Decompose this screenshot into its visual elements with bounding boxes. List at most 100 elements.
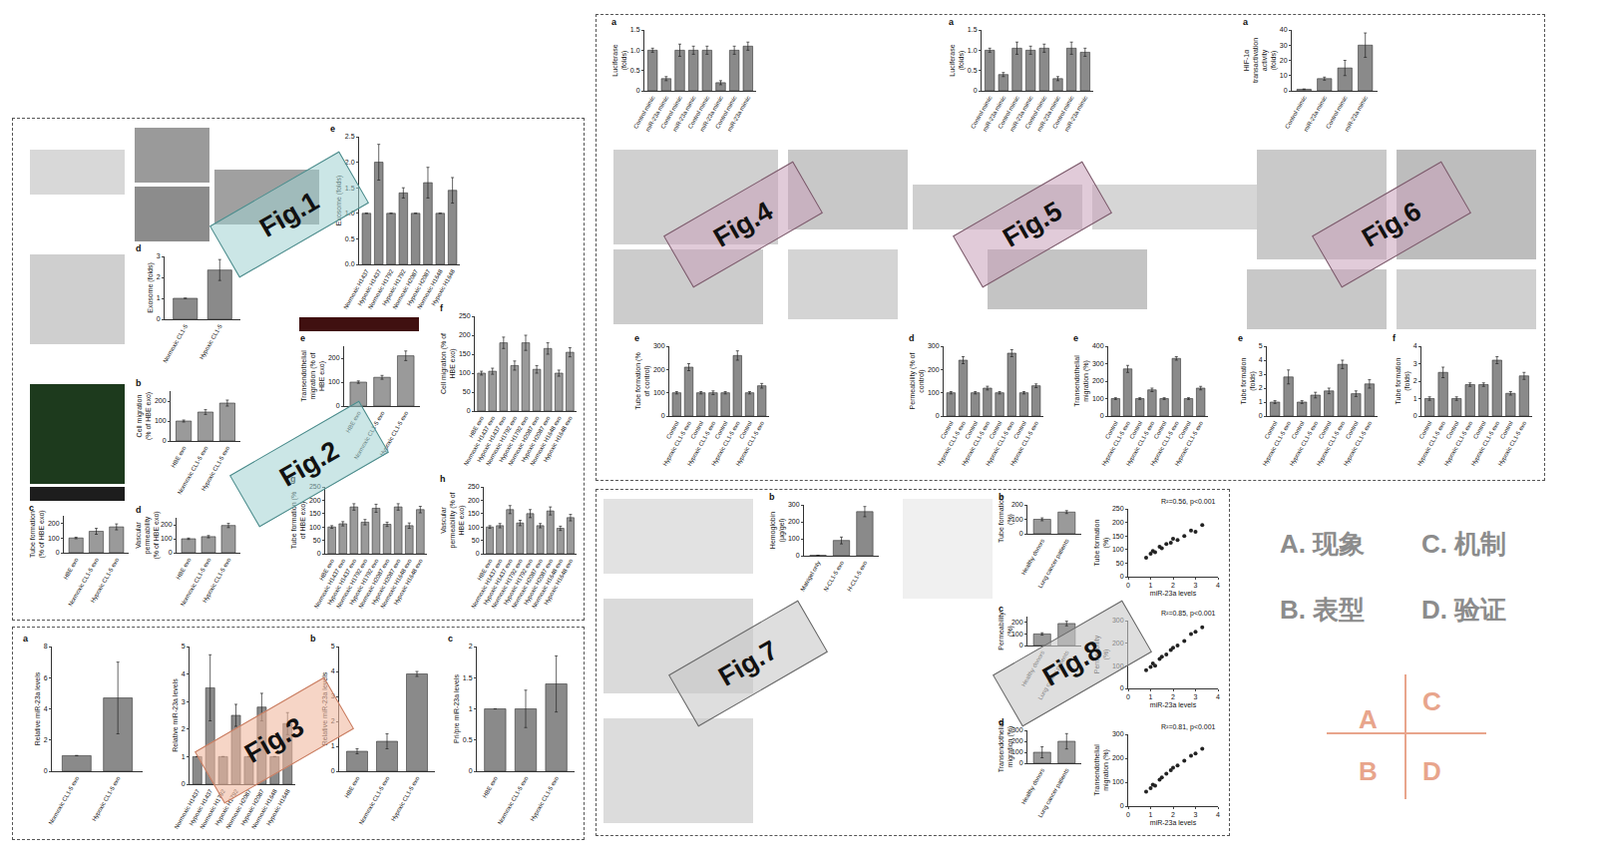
svg-text:Relative miR-23a levels: Relative miR-23a levels (33, 671, 41, 746)
svg-text:200: 200 (467, 496, 480, 504)
svg-text:Hypoxic H1792 exo: Hypoxic H1792 exo (502, 557, 535, 607)
svg-text:Tube formation(% of HBE exo): Tube formation(% of HBE exo) (28, 509, 46, 558)
svg-text:Hypoxic H1792 exo: Hypoxic H1792 exo (348, 557, 381, 607)
svg-text:Control: Control (1153, 419, 1169, 440)
svg-text:Normoxic H2087 exo: Normoxic H2087 exo (506, 414, 541, 467)
svg-text:HBE exo: HBE exo (343, 775, 361, 800)
svg-text:0: 0 (317, 549, 322, 557)
svg-text:1.5: 1.5 (630, 25, 641, 33)
svg-text:Control: Control (1418, 419, 1434, 440)
svg-text:0: 0 (1126, 810, 1131, 818)
svg-text:3: 3 (1413, 360, 1418, 368)
svg-text:50: 50 (462, 388, 471, 396)
svg-text:300: 300 (1011, 726, 1024, 734)
svg-text:Tube formation(folds): Tube formation(folds) (1239, 357, 1257, 404)
svg-text:HIF-1αtransactivationactivity(: HIF-1αtransactivationactivity(folds) (1242, 37, 1278, 83)
svg-text:Healthy donors: Healthy donors (1020, 537, 1046, 576)
svg-text:Normoxic CL1-5 exo: Normoxic CL1-5 exo (496, 775, 530, 826)
svg-text:N-CL1-5 exo: N-CL1-5 exo (822, 559, 846, 593)
svg-text:Control: Control (714, 419, 730, 440)
svg-text:0: 0 (1283, 86, 1288, 94)
svg-text:2: 2 (1171, 581, 1176, 589)
svg-text:Control mimic: Control mimic (1324, 94, 1349, 130)
svg-text:Normoxic CL1-5 exo: Normoxic CL1-5 exo (66, 556, 100, 608)
svg-text:150: 150 (1112, 532, 1125, 540)
svg-text:4: 4 (1258, 356, 1263, 364)
svg-text:Control mimic: Control mimic (1283, 94, 1308, 130)
svg-text:200: 200 (458, 331, 471, 339)
svg-text:Control: Control (665, 419, 681, 440)
svg-text:50: 50 (313, 536, 322, 544)
svg-text:1: 1 (1149, 693, 1154, 701)
svg-text:0.5: 0.5 (462, 736, 473, 744)
svg-text:100: 100 (1011, 748, 1024, 756)
svg-text:Control mimic: Control mimic (969, 94, 994, 130)
svg-text:0: 0 (1258, 411, 1263, 419)
svg-text:Hypoxic H1437: Hypoxic H1437 (357, 268, 384, 308)
svg-text:4: 4 (1215, 810, 1220, 818)
svg-text:300: 300 (653, 342, 666, 350)
svg-text:100: 100 (1011, 515, 1024, 523)
svg-text:Luciferase(folds): Luciferase(folds) (611, 43, 629, 76)
svg-text:5: 5 (1258, 342, 1263, 350)
svg-text:Transendothelialmigration (%): Transendothelialmigration (%) (997, 720, 1015, 773)
svg-text:Normoxic H1792 exo: Normoxic H1792 exo (484, 414, 519, 467)
svg-text:Hypoxic H2087: Hypoxic H2087 (239, 788, 266, 827)
svg-text:100: 100 (160, 534, 173, 542)
svg-text:250: 250 (458, 312, 471, 320)
svg-text:200: 200 (1011, 500, 1024, 508)
svg-text:miR-23a mimic: miR-23a mimic (671, 94, 697, 133)
svg-text:3: 3 (1258, 370, 1263, 378)
svg-text:Permeability(%): Permeability(%) (997, 611, 1015, 651)
svg-text:Hypoxic CL1-5 exo: Hypoxic CL1-5 exo (1443, 419, 1475, 467)
svg-text:Normoxic H1437 exo: Normoxic H1437 exo (469, 557, 504, 610)
svg-text:100: 100 (927, 389, 940, 397)
svg-text:Control: Control (1290, 419, 1306, 440)
svg-text:miR-23a mimic: miR-23a mimic (1302, 94, 1328, 133)
svg-text:HBE exo: HBE exo (174, 556, 192, 581)
svg-text:Normoxic H1437: Normoxic H1437 (342, 268, 371, 311)
svg-text:Normoxic H1792 exo: Normoxic H1792 exo (490, 557, 525, 610)
svg-text:100: 100 (467, 523, 480, 531)
svg-text:Transendothelialmigration (%): Transendothelialmigration (%) (1093, 744, 1111, 797)
svg-text:Control: Control (1177, 419, 1193, 440)
svg-text:2: 2 (1258, 384, 1263, 392)
svg-text:miR-23a mimic: miR-23a mimic (1008, 94, 1034, 133)
svg-text:Relative miR-23a levels: Relative miR-23a levels (171, 678, 179, 753)
svg-text:100: 100 (1112, 545, 1125, 553)
svg-text:100: 100 (1011, 630, 1024, 638)
svg-text:Hypoxic H2087: Hypoxic H2087 (405, 268, 432, 308)
svg-text:Hypoxic CL1-5 exo: Hypoxic CL1-5 exo (1497, 419, 1529, 467)
svg-text:Control: Control (1344, 419, 1360, 440)
svg-text:Hypoxic H1648 exo: Hypoxic H1648 exo (542, 414, 575, 464)
svg-text:100: 100 (47, 534, 60, 542)
svg-text:Hypoxic CL1-5 exo: Hypoxic CL1-5 exo (1125, 419, 1157, 467)
svg-text:Normoxic CL1-5 exo: Normoxic CL1-5 exo (176, 444, 210, 496)
svg-text:R²=0.56, p<0.001: R²=0.56, p<0.001 (1161, 497, 1216, 506)
svg-text:0: 0 (1120, 801, 1125, 809)
svg-text:0: 0 (475, 549, 480, 557)
svg-text:miR-23a mimic: miR-23a mimic (644, 94, 670, 133)
svg-text:Hypoxic CL1-5 exo: Hypoxic CL1-5 exo (1009, 419, 1041, 467)
svg-text:Normoxic H2087: Normoxic H2087 (392, 268, 420, 311)
svg-text:Control mimic: Control mimic (687, 94, 712, 130)
svg-text:Cell migration(% of HBE exo): Cell migration(% of HBE exo) (135, 392, 153, 440)
svg-text:0: 0 (661, 411, 666, 419)
svg-text:300: 300 (1092, 360, 1105, 368)
svg-text:HBE exo: HBE exo (170, 444, 188, 469)
svg-text:100: 100 (154, 416, 167, 424)
svg-text:Tube formation (%of control): Tube formation (%of control) (634, 352, 652, 409)
svg-text:Hypoxic CL1-5 exo: Hypoxic CL1-5 exo (201, 556, 233, 604)
svg-text:2: 2 (1171, 810, 1176, 818)
svg-text:0: 0 (636, 86, 641, 94)
svg-text:Hypoxic CL1-5 exo: Hypoxic CL1-5 exo (390, 775, 421, 822)
svg-text:8: 8 (43, 642, 48, 650)
svg-text:Control: Control (1317, 419, 1333, 440)
svg-text:200: 200 (309, 496, 322, 504)
svg-text:0.5: 0.5 (967, 66, 978, 74)
svg-text:Control: Control (963, 419, 979, 440)
svg-text:0: 0 (1019, 529, 1024, 537)
svg-text:0: 0 (796, 551, 800, 559)
svg-text:0.5: 0.5 (345, 235, 356, 243)
svg-text:3: 3 (1194, 581, 1199, 589)
